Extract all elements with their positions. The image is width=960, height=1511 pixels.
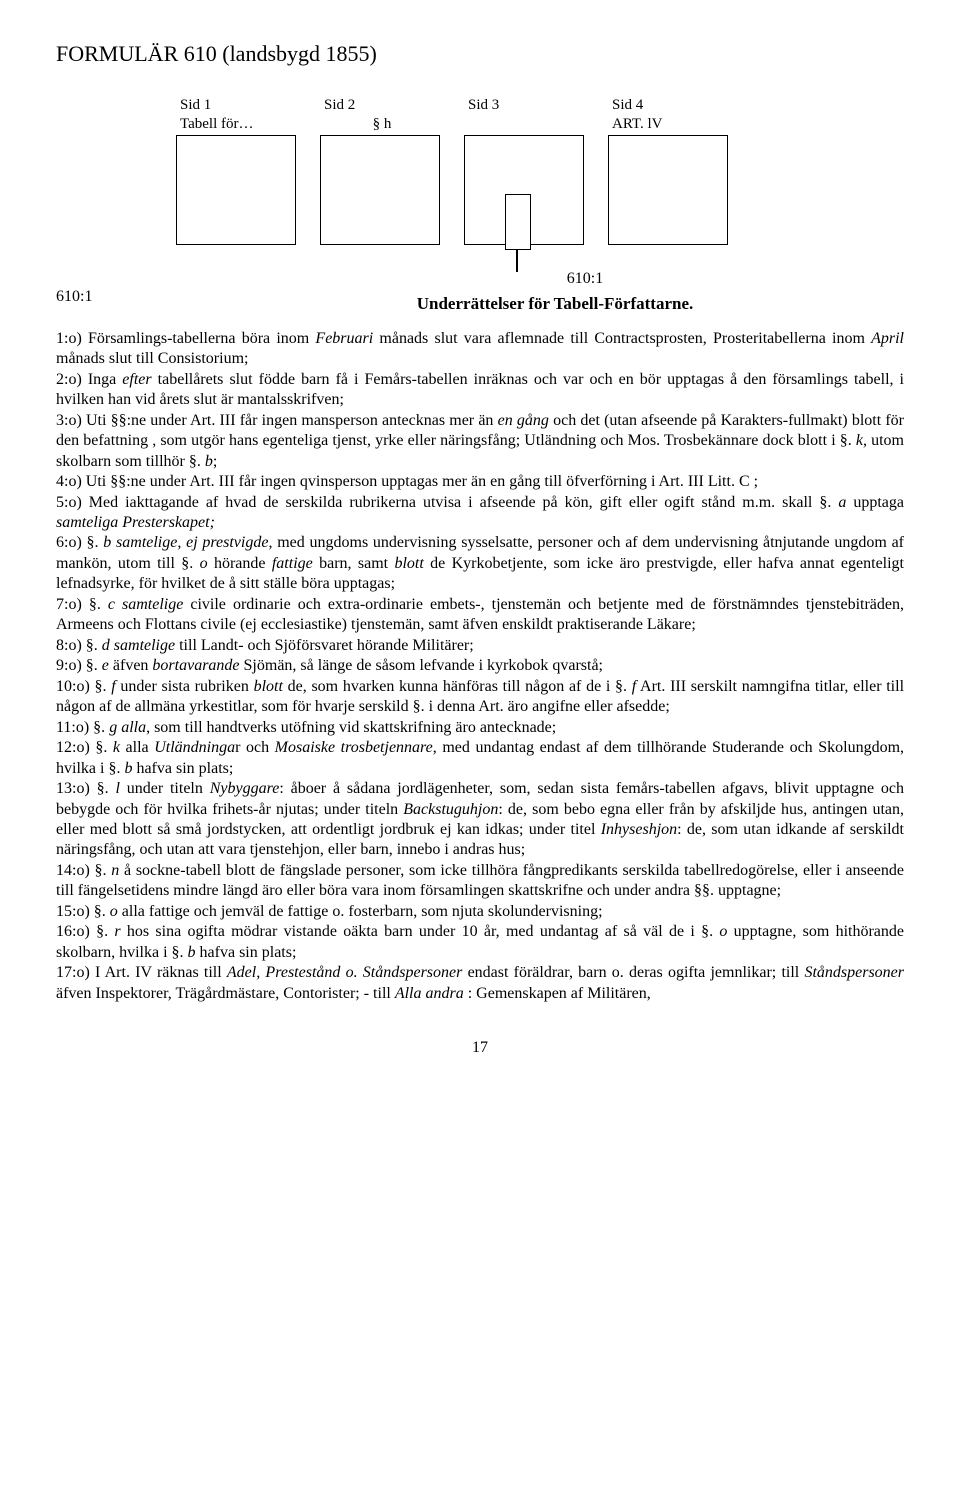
sid-label-3: Sid 3 (464, 96, 584, 115)
diagram-box-2 (320, 135, 440, 245)
ref-left: 610:1 (56, 269, 186, 307)
box-label-3 (464, 115, 584, 134)
diagram-box-3 (464, 135, 584, 245)
diagram-box-3-connector (516, 250, 518, 272)
sid-label-1: Sid 1 (176, 96, 296, 115)
para-4: 4:o) Uti §§:ne under Art. III får ingen … (56, 472, 904, 492)
para-8: 8:o) §. d samtelige till Landt- och Sjöf… (56, 636, 904, 656)
para-14: 14:o) §. n å sockne-tabell blott de fäng… (56, 861, 904, 902)
sid-label-4: Sid 4 (608, 96, 728, 115)
diagram-boxes (176, 135, 904, 245)
page-title: FORMULÄR 610 (landsbygd 1855) (56, 40, 904, 68)
para-10: 10:o) §. f under sista rubriken blott de… (56, 677, 904, 718)
para-6: 6:o) §. b samtelige, ej prestvigde, med … (56, 533, 904, 594)
para-11: 11:o) §. g alla, som till handtverks utö… (56, 718, 904, 738)
ref-right: 610:1 (266, 269, 904, 289)
para-16: 16:o) §. r hos sina ogifta mödrar vistan… (56, 922, 904, 963)
diagram-box-1 (176, 135, 296, 245)
document-body: 1:o) Församlings-tabellerna böra inom Fe… (56, 329, 904, 1004)
para-15: 15:o) §. o alla fattige och jemväl de fa… (56, 902, 904, 922)
para-5: 5:o) Med iakttagande af hvad de serskild… (56, 493, 904, 534)
para-7: 7:o) §. c samtelige civile ordinarie och… (56, 595, 904, 636)
reference-row: 610:1 610:1 Underrättelser för Tabell-Fö… (56, 269, 904, 315)
para-9: 9:o) §. e äfven bortavarande Sjömän, så … (56, 656, 904, 676)
box-label-1: Tabell för… (176, 115, 296, 134)
para-1: 1:o) Församlings-tabellerna böra inom Fe… (56, 329, 904, 370)
para-12: 12:o) §. k alla Utländningar och Mosaisk… (56, 738, 904, 779)
box-label-4: ART. lV (608, 115, 728, 134)
para-3: 3:o) Uti §§:ne under Art. III får ingen … (56, 411, 904, 472)
page-number: 17 (56, 1038, 904, 1058)
subtitle: Underrättelser för Tabell-Författarne. (206, 293, 904, 315)
sid-label-2: Sid 2 (320, 96, 440, 115)
para-17: 17:o) I Art. IV räknas till Adel, Preste… (56, 963, 904, 1004)
para-2: 2:o) Inga efter tabellårets slut födde b… (56, 370, 904, 411)
sid-labels-row: Sid 1 Sid 2 Sid 3 Sid 4 (176, 96, 904, 115)
box-label-2: § h (320, 115, 440, 134)
diagram-box-3-inner (505, 194, 531, 250)
box-labels-row: Tabell för… § h ART. lV (176, 115, 904, 134)
para-13: 13:o) §. l under titeln Nybyggare: åboer… (56, 779, 904, 861)
diagram-box-4 (608, 135, 728, 245)
